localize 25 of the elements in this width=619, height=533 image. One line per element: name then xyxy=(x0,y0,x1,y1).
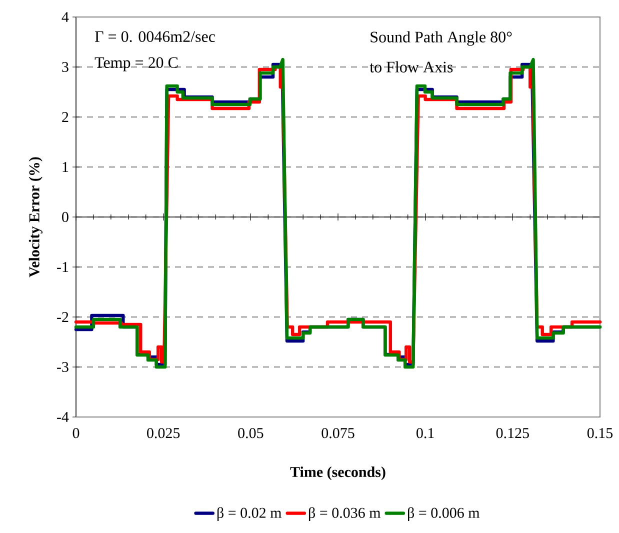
x-tick-label: 0.025 xyxy=(147,428,180,438)
y-tick-label: -4 xyxy=(57,412,69,422)
y-tick-label: 4 xyxy=(62,12,69,22)
legend-label: β = 0.02 m xyxy=(217,507,282,521)
legend-label: β = 0.006 m xyxy=(408,507,480,521)
y-tick-label: -2 xyxy=(57,312,68,322)
annotation: Γ = 0. 0046m2/sec xyxy=(95,31,215,42)
y-axis-title: Velocity Error (%) xyxy=(28,157,42,278)
x-tick-label: 0.075 xyxy=(322,428,354,438)
annotation: to Flow Axis xyxy=(370,61,453,72)
y-tick-label: 0 xyxy=(62,212,68,222)
y-tick-label: 1 xyxy=(62,162,68,172)
annotation: Temp = 20 C xyxy=(94,57,178,72)
x-tick-label: 0.1 xyxy=(416,428,434,438)
y-tick-label: 3 xyxy=(62,62,68,72)
legend-label: β = 0.036 m xyxy=(308,507,381,521)
x-tick-label: 0.05 xyxy=(238,428,264,438)
x-tick-label: 0 xyxy=(72,428,80,438)
annotation: Sound Path Angle 80° xyxy=(370,31,512,46)
y-tick-label: -1 xyxy=(57,262,68,272)
x-tick-label: 0.125 xyxy=(496,428,529,438)
x-axis-title: Time (seconds) xyxy=(290,466,386,480)
x-tick-label: 0.15 xyxy=(587,428,613,438)
y-tick-label: 2 xyxy=(62,112,68,122)
y-tick-label: -3 xyxy=(57,362,68,372)
